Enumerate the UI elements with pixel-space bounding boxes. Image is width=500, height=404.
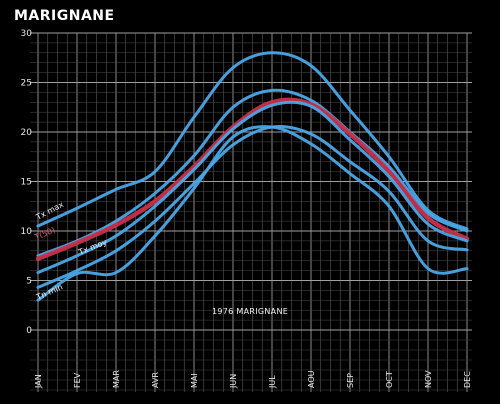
y-tick-label: 10 (21, 227, 33, 237)
series-line (36, 88, 469, 258)
x-tick-label: OCT (385, 371, 394, 388)
grid (30, 32, 472, 392)
x-tick-label: NOV (424, 370, 433, 388)
series-lines (35, 51, 470, 302)
series-line (36, 51, 469, 231)
y-tick-label: 5 (26, 277, 32, 287)
x-tick-label: JUL (268, 375, 277, 389)
y-tick-label: 20 (21, 128, 33, 138)
y-tick-label: 0 (26, 326, 32, 336)
x-tick-label: FEV (73, 372, 82, 388)
x-tick-label: AOU (307, 370, 316, 388)
y-tick-label: 30 (21, 29, 33, 39)
x-tick-label: SEP (346, 373, 355, 388)
chart-annotation: 1976 MARIGNANE (212, 307, 288, 316)
x-tick-label: JAN (34, 374, 43, 389)
y-axis-ticks: 0 5 10 15 20 25 30 (21, 29, 33, 336)
series-line (36, 125, 469, 289)
x-axis-ticks: JAN FEV MAR AVR MAI JUN JUL AOU SEP OCT NOV DEC (34, 370, 472, 389)
series-line (36, 100, 469, 275)
y-tick-label: 15 (21, 178, 32, 188)
x-tick-label: AVR (151, 372, 160, 388)
x-tick-label: MAI (190, 373, 199, 388)
chart-title: MARIGNANE (14, 8, 115, 24)
x-tick-label: DEC (463, 371, 472, 388)
x-tick-label: JUN (229, 374, 238, 389)
x-tick-label: MAR (112, 370, 121, 388)
y-tick-label: 25 (21, 79, 32, 89)
series-line (36, 125, 469, 302)
series-line (35, 97, 470, 261)
